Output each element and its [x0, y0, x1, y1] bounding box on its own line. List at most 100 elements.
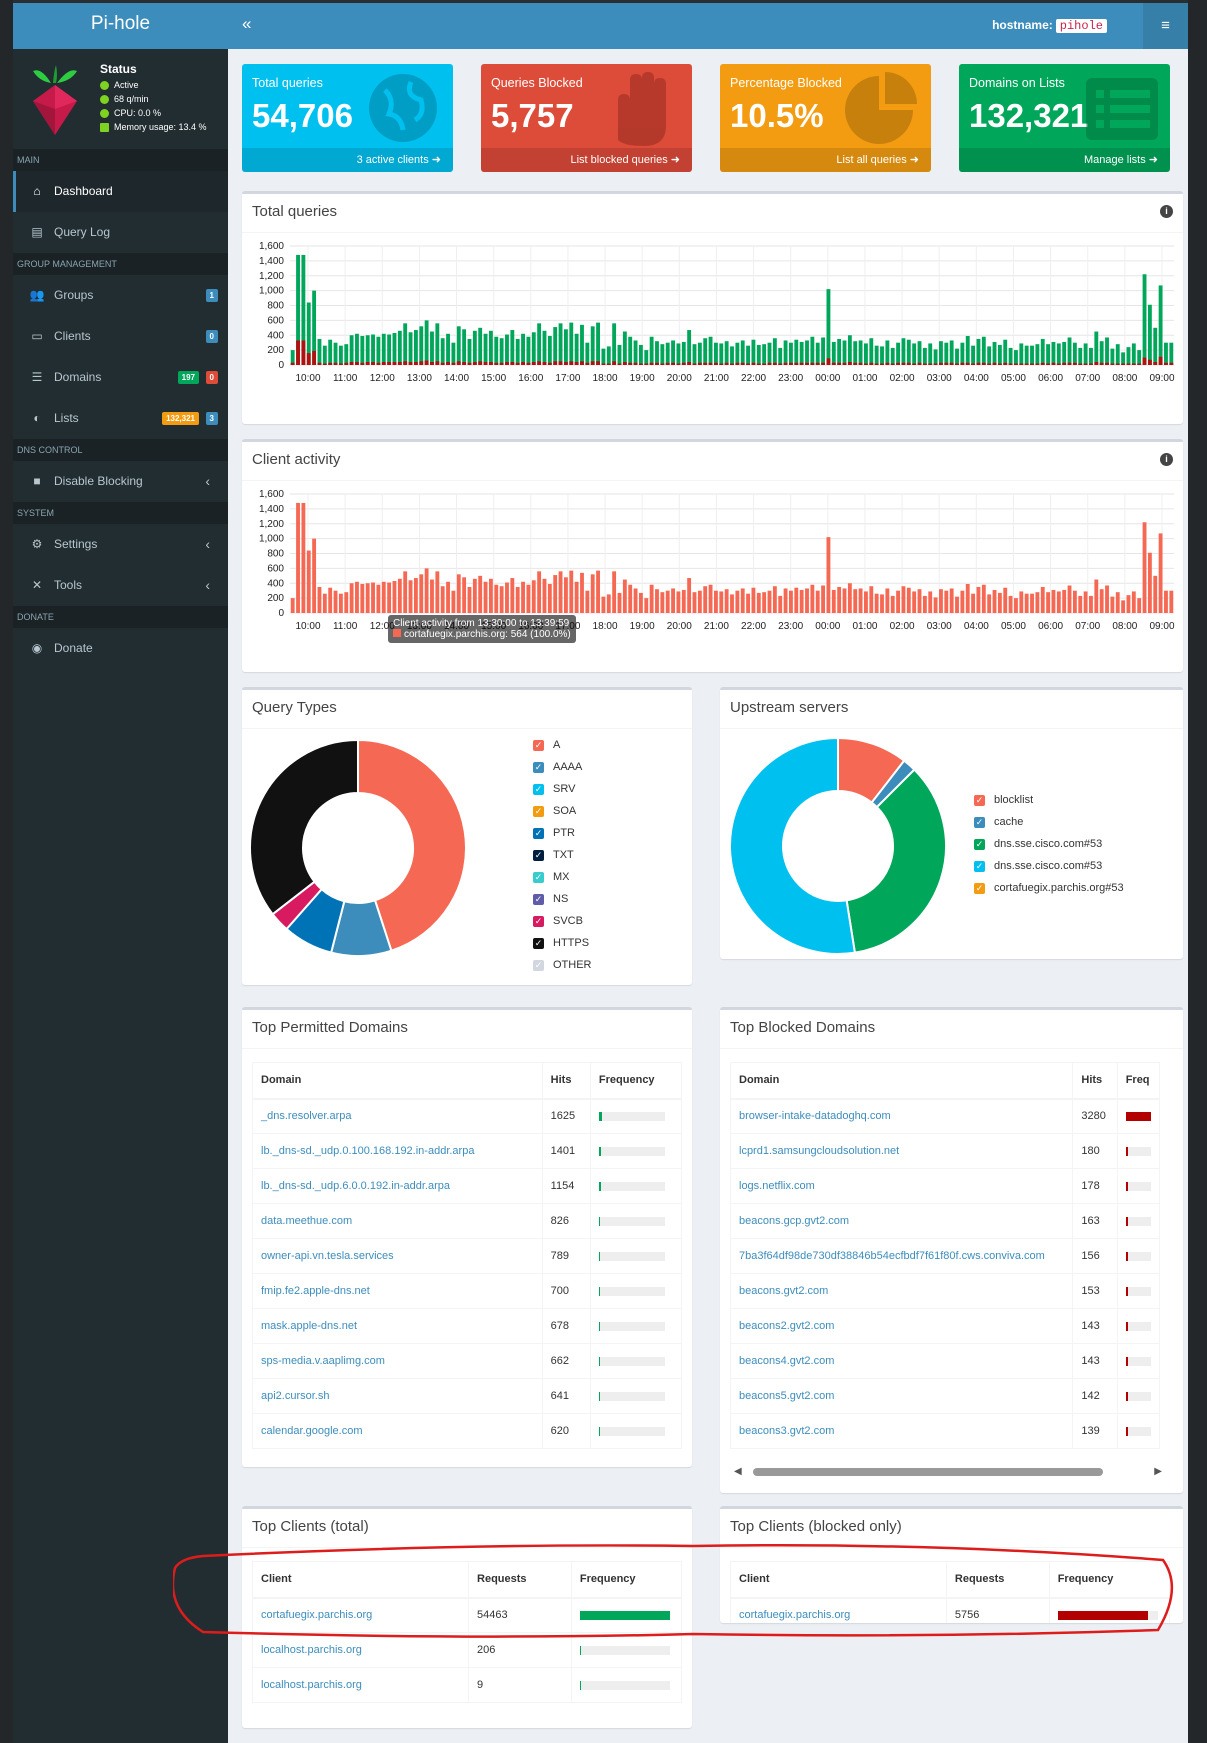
chart-bar[interactable]: [789, 362, 793, 365]
chart-bar[interactable]: [547, 362, 552, 365]
chart-bar[interactable]: [1158, 285, 1163, 365]
chart-bar[interactable]: [837, 586, 842, 613]
chart-bar[interactable]: [574, 362, 579, 365]
chart-bar[interactable]: [687, 362, 692, 365]
chart-bar[interactable]: [794, 587, 799, 613]
chart-bar[interactable]: [912, 363, 917, 365]
chart-bar[interactable]: [815, 590, 820, 613]
chart-bar[interactable]: [831, 362, 836, 365]
chart-bar[interactable]: [676, 591, 681, 613]
chart-bar[interactable]: [703, 338, 708, 365]
chart-bar[interactable]: [831, 341, 836, 365]
chart-bar[interactable]: [885, 588, 890, 613]
chart-bar[interactable]: [789, 590, 793, 613]
chart-bar[interactable]: [349, 335, 354, 365]
legend-item[interactable]: ✓ NS: [533, 893, 568, 905]
chart-bar[interactable]: [1008, 347, 1013, 365]
chart-bar[interactable]: [949, 340, 954, 365]
chart-bar[interactable]: [971, 363, 976, 365]
chart-bar[interactable]: [1099, 341, 1104, 365]
chart-bar[interactable]: [649, 362, 654, 365]
chart-bar[interactable]: [842, 340, 847, 365]
column-header[interactable]: Client: [251, 1561, 470, 1599]
chart-bar[interactable]: [1035, 592, 1040, 613]
chart-bar[interactable]: [1083, 343, 1088, 365]
chart-bar[interactable]: [1062, 341, 1067, 365]
column-header[interactable]: Domain: [729, 1062, 1074, 1100]
chart-bar[interactable]: [606, 346, 611, 365]
chart-bar[interactable]: [676, 363, 681, 365]
chart-bar[interactable]: [939, 341, 943, 365]
chart-bar[interactable]: [365, 362, 370, 365]
chart-bar[interactable]: [1094, 579, 1099, 613]
chart-bar[interactable]: [601, 363, 606, 365]
chart-bar[interactable]: [580, 572, 584, 613]
chart-bar[interactable]: [928, 363, 933, 365]
chart-bar[interactable]: [301, 254, 306, 365]
chart-bar[interactable]: [290, 598, 295, 613]
chart-bar[interactable]: [821, 362, 826, 365]
horizontal-scrollbar[interactable]: ◀ ▶: [728, 1465, 1168, 1479]
chart-bar[interactable]: [462, 362, 467, 365]
chart-bar[interactable]: [896, 342, 901, 365]
checkbox-icon[interactable]: ✓: [533, 959, 544, 971]
chart-bar[interactable]: [874, 363, 879, 365]
chart-bar[interactable]: [338, 345, 343, 365]
chart-bar[interactable]: [687, 330, 692, 365]
legend-item[interactable]: ✓ HTTPS: [533, 937, 589, 949]
chart-bar[interactable]: [906, 362, 911, 365]
chart-bar[interactable]: [864, 591, 868, 613]
scroll-right-icon[interactable]: ▶: [1154, 1466, 1162, 1477]
chart-bar[interactable]: [558, 361, 563, 365]
chart-bar[interactable]: [708, 362, 713, 365]
chart-bar[interactable]: [842, 362, 847, 365]
chart-bar[interactable]: [1067, 362, 1072, 365]
chart-bar[interactable]: [1040, 362, 1045, 365]
table-link[interactable]: api2.cursor.sh: [261, 1390, 330, 1402]
chart-bar[interactable]: [735, 362, 740, 365]
chart-bar[interactable]: [890, 595, 895, 613]
chart-bar[interactable]: [713, 362, 718, 365]
chart-bar[interactable]: [408, 332, 413, 365]
chart-bar[interactable]: [815, 342, 820, 365]
chart-bar[interactable]: [810, 336, 815, 365]
column-header[interactable]: Hits: [1072, 1062, 1118, 1100]
chart-bar[interactable]: [537, 571, 542, 613]
chart-bar[interactable]: [906, 339, 911, 365]
chart-bar[interactable]: [638, 592, 643, 613]
chart-bar[interactable]: [976, 338, 981, 365]
chart-bar[interactable]: [1019, 591, 1024, 613]
chart-bar[interactable]: [655, 589, 659, 613]
column-header[interactable]: Client: [730, 1561, 947, 1599]
chart-bar[interactable]: [1105, 362, 1109, 365]
chart-bar[interactable]: [499, 362, 504, 365]
chart-bar[interactable]: [344, 362, 349, 365]
chart-bar[interactable]: [1110, 596, 1115, 613]
chart-bar[interactable]: [917, 589, 922, 613]
legend-item[interactable]: ✓ AAAA: [533, 761, 582, 773]
checkbox-icon[interactable]: ✓: [974, 838, 985, 850]
chart-bar[interactable]: [290, 350, 295, 365]
chart-bar[interactable]: [869, 586, 874, 613]
chart-bar[interactable]: [783, 588, 788, 613]
chart-bar[interactable]: [965, 362, 970, 365]
chart-bar[interactable]: [665, 362, 670, 365]
chart-bar[interactable]: [789, 342, 793, 365]
chart-bar[interactable]: [1046, 592, 1051, 613]
chart-bar[interactable]: [628, 336, 633, 365]
chart-bar[interactable]: [424, 320, 429, 365]
chart-bar[interactable]: [296, 340, 300, 365]
chart-bar[interactable]: [547, 583, 552, 613]
stat-footer-link[interactable]: Manage lists ➜: [959, 148, 1170, 172]
chart-bar[interactable]: [917, 341, 922, 365]
chart-bar[interactable]: [1083, 363, 1088, 365]
chart-bar[interactable]: [837, 338, 842, 365]
sidebar-toggle-button[interactable]: «: [242, 14, 252, 33]
chart-bar[interactable]: [381, 581, 386, 613]
chart-bar[interactable]: [960, 342, 965, 365]
legend-item[interactable]: ✓ MX: [533, 871, 570, 883]
chart-bar[interactable]: [601, 596, 606, 613]
chart-bar[interactable]: [371, 582, 375, 613]
chart-bar[interactable]: [751, 339, 756, 365]
chart-bar[interactable]: [949, 362, 954, 365]
